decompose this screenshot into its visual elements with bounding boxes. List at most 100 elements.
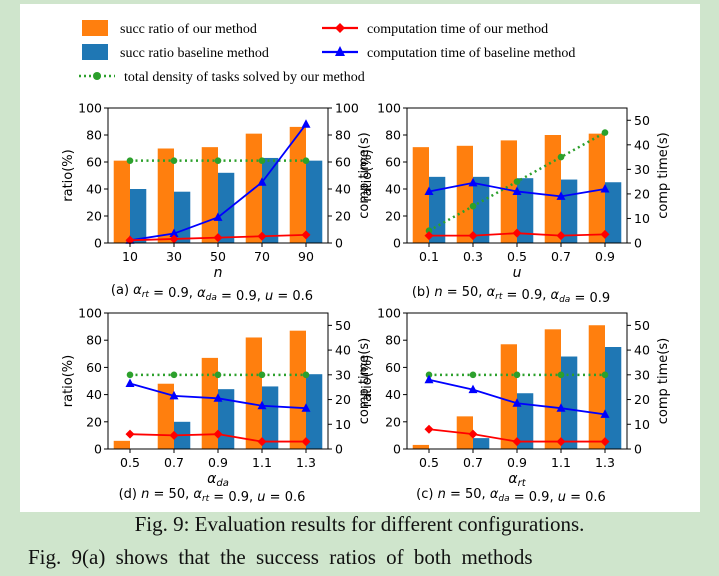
left-tick-label: 0 bbox=[393, 236, 401, 251]
subplot: 0 20 40 60 80 100 0 10 20 30 40 50 0.5 0.7 0.9 1.1 1.3 ra… bbox=[61, 306, 372, 506]
our-time-point bbox=[169, 234, 179, 244]
baseline-time-point bbox=[301, 119, 311, 128]
our-time-point bbox=[468, 231, 478, 241]
our-time-point bbox=[213, 233, 223, 243]
left-tick-label: 40 bbox=[385, 182, 401, 197]
x-tick-label: 30 bbox=[166, 249, 182, 264]
left-tick-label: 40 bbox=[86, 387, 102, 402]
legend-swatch bbox=[82, 20, 108, 36]
left-tick-label: 20 bbox=[86, 209, 102, 224]
baseline-time-point bbox=[556, 191, 566, 200]
our-time-point bbox=[600, 437, 610, 447]
density-point bbox=[258, 371, 266, 379]
x-tick-label: 1.1 bbox=[551, 455, 571, 470]
bar-our-method bbox=[588, 133, 605, 243]
x-tick-label: 0.9 bbox=[208, 455, 228, 470]
legend-swatch bbox=[82, 44, 108, 60]
bar-our-method bbox=[500, 344, 517, 449]
baseline-time-point bbox=[424, 186, 434, 195]
subplot-caption: (c) n = 50, αda = 0.9, u = 0.6 bbox=[416, 487, 606, 505]
legend-label: total density of tasks solved by our met… bbox=[124, 70, 365, 85]
y2-axis-label: comp time(s) bbox=[357, 338, 372, 424]
bar-our-method bbox=[157, 383, 174, 449]
bar-our-method bbox=[113, 160, 130, 243]
density-point bbox=[513, 178, 521, 185]
left-tick-label: 80 bbox=[86, 128, 102, 143]
left-tick-label: 80 bbox=[86, 333, 102, 348]
right-tick-label: 0 bbox=[335, 442, 343, 457]
x-axis-label: u bbox=[513, 265, 522, 281]
right-tick-label: 40 bbox=[335, 343, 351, 358]
x-tick-label: 0.9 bbox=[595, 249, 615, 264]
left-tick-label: 40 bbox=[385, 387, 401, 402]
bar-our-method bbox=[544, 329, 561, 449]
bar-baseline-method bbox=[561, 179, 578, 243]
bar-our-method bbox=[412, 444, 429, 449]
bar-our-method bbox=[289, 330, 306, 449]
left-tick-label: 0 bbox=[393, 442, 401, 457]
our-time-point bbox=[125, 429, 135, 439]
y-axis-label: ratio(%) bbox=[360, 149, 375, 201]
left-tick-label: 60 bbox=[385, 155, 401, 170]
right-tick-label: 20 bbox=[634, 186, 650, 201]
legend-label: succ ratio of our method bbox=[120, 22, 257, 37]
right-tick-label: 60 bbox=[335, 155, 351, 170]
bar-baseline-method bbox=[262, 157, 279, 243]
right-tick-label: 100 bbox=[335, 101, 359, 116]
left-tick-label: 0 bbox=[94, 442, 102, 457]
subplot: 0 20 40 60 80 100 0 20 40 60 80 100 10 30 50 70 90 ratio(… bbox=[61, 101, 372, 305]
x-tick-label: 1.3 bbox=[595, 455, 615, 470]
x-tick-label: 0.1 bbox=[419, 249, 439, 264]
right-tick-label: 50 bbox=[634, 113, 650, 128]
our-time-point bbox=[301, 437, 311, 447]
x-tick-label: 90 bbox=[298, 249, 314, 264]
right-tick-label: 10 bbox=[634, 417, 650, 432]
right-tick-label: 20 bbox=[335, 209, 351, 224]
left-tick-label: 60 bbox=[385, 360, 401, 375]
baseline-time-point bbox=[600, 184, 610, 193]
right-tick-label: 50 bbox=[335, 318, 351, 333]
right-tick-label: 40 bbox=[335, 182, 351, 197]
right-tick-label: 10 bbox=[634, 211, 650, 226]
y-axis-label: ratio(%) bbox=[360, 355, 375, 407]
our-time-point bbox=[257, 437, 267, 447]
bar-our-method bbox=[245, 337, 262, 449]
bar-our-method bbox=[412, 147, 429, 243]
right-tick-label: 80 bbox=[335, 128, 351, 143]
right-tick-label: 40 bbox=[634, 137, 650, 152]
y-axis-label: ratio(%) bbox=[61, 355, 76, 407]
bar-our-method bbox=[201, 357, 218, 449]
legend-marker bbox=[93, 72, 101, 80]
right-tick-label: 10 bbox=[335, 417, 351, 432]
baseline-time-point bbox=[257, 400, 267, 410]
x-tick-label: 0.5 bbox=[120, 455, 140, 470]
left-tick-label: 40 bbox=[86, 182, 102, 197]
bar-baseline-method bbox=[605, 347, 622, 449]
bar-baseline-method bbox=[306, 374, 323, 449]
x-axis-label: αrt bbox=[508, 471, 526, 489]
legend-marker bbox=[335, 23, 345, 33]
legend-entry: computation time of our method bbox=[322, 22, 548, 37]
baseline-time-point bbox=[125, 378, 135, 387]
x-tick-label: 0.9 bbox=[507, 455, 527, 470]
bar-baseline-method bbox=[517, 393, 534, 449]
left-tick-label: 60 bbox=[86, 155, 102, 170]
subplot-caption: (b) n = 50, αrt = 0.9, αda = 0.9 bbox=[412, 285, 610, 306]
right-tick-label: 0 bbox=[335, 236, 343, 251]
density-point bbox=[425, 227, 433, 235]
x-tick-label: 0.7 bbox=[463, 455, 483, 470]
bar-baseline-method bbox=[130, 189, 147, 243]
bar-baseline-method bbox=[429, 176, 446, 243]
our-time-point bbox=[600, 229, 610, 239]
density-point bbox=[601, 371, 609, 379]
y2-axis-label: comp time(s) bbox=[357, 132, 372, 218]
bar-baseline-method bbox=[473, 438, 490, 449]
baseline-time-point bbox=[169, 228, 179, 238]
bar-baseline-method bbox=[218, 172, 235, 243]
right-tick-label: 20 bbox=[335, 392, 351, 407]
bar-our-method bbox=[544, 135, 561, 243]
x-tick-label: 50 bbox=[210, 249, 226, 264]
x-axis-label: αda bbox=[207, 471, 229, 489]
baseline-time-point bbox=[468, 177, 478, 187]
baseline-time-point bbox=[512, 398, 522, 407]
